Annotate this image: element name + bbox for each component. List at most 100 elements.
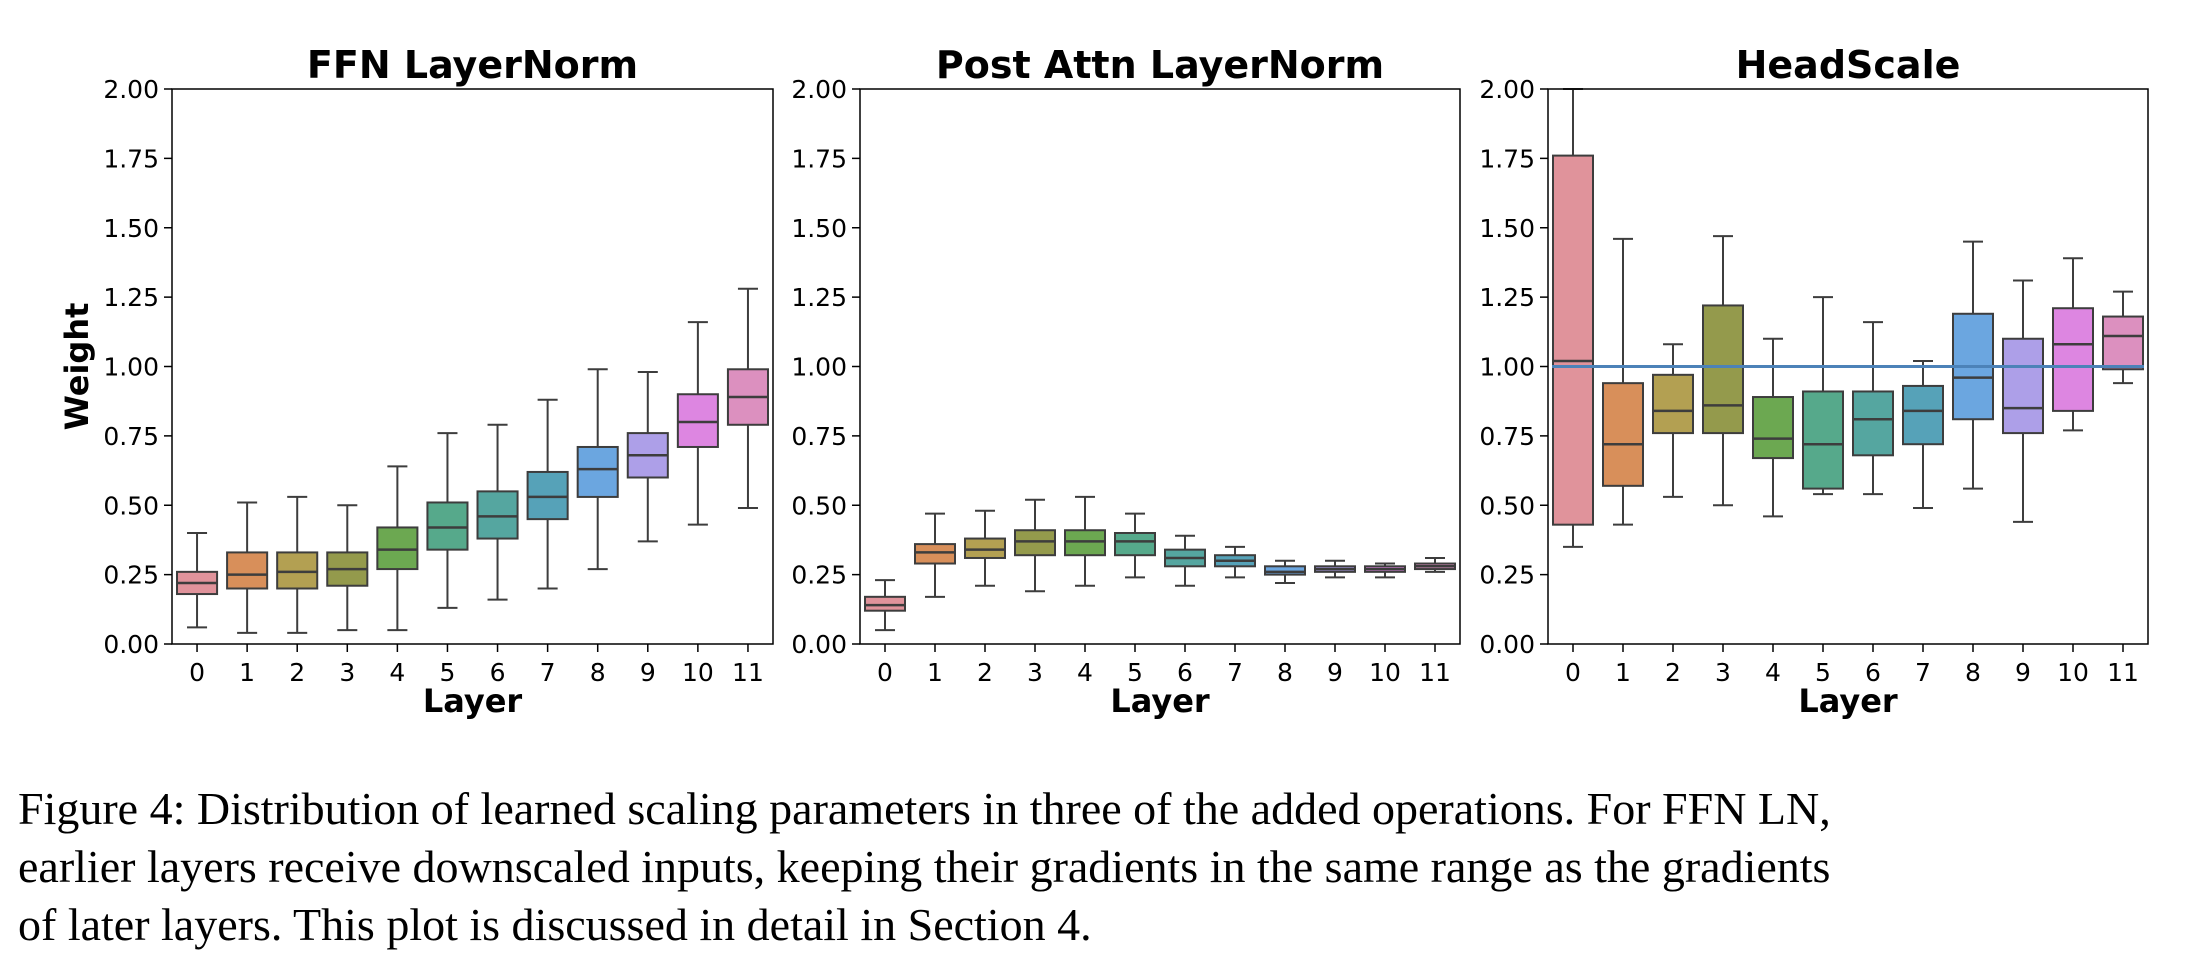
box-iqr — [1752, 396, 1794, 460]
box-layer-6 — [1852, 321, 1894, 496]
box-iqr — [1264, 565, 1306, 576]
box-iqr — [1852, 390, 1894, 457]
x-tick-label: 4 — [1077, 658, 1093, 687]
y-tick-label: 1.00 — [791, 353, 847, 382]
y-tick-label: 1.50 — [103, 214, 159, 243]
x-tick-label: 11 — [732, 658, 764, 687]
caption-line-1: Figure 4: Distribution of learned scalin… — [18, 783, 1831, 834]
box-layer-3 — [1014, 498, 1056, 593]
box-layer-0 — [1552, 88, 1594, 548]
x-tick-label: 3 — [1027, 658, 1043, 687]
x-tick-label: 1 — [239, 658, 255, 687]
y-tick-label: 1.75 — [1479, 144, 1535, 173]
x-tick-label: 6 — [490, 658, 506, 687]
x-tick-label: 1 — [1615, 658, 1631, 687]
box-layer-9 — [2002, 279, 2044, 523]
box-layer-7 — [1902, 359, 1944, 510]
x-tick-label: 6 — [1177, 658, 1193, 687]
panel-2: Post Attn LayerNorm 0.00 0.25 0.50 0.75 1.00 1… — [791, 43, 1461, 720]
box-layer-6 — [1164, 534, 1206, 587]
x-tick-label: 8 — [1277, 658, 1293, 687]
caption-line-3: of later layers. This plot is discussed … — [18, 899, 1092, 950]
box-iqr — [914, 543, 956, 565]
x-tick-label: 2 — [1665, 658, 1681, 687]
x-tick-label: 3 — [1715, 658, 1731, 687]
box-iqr — [476, 490, 519, 540]
y-tick-label: 1.75 — [791, 144, 847, 173]
y-tick-label: 1.25 — [791, 283, 847, 312]
box-iqr — [276, 551, 319, 590]
x-tick-label: 9 — [1327, 658, 1343, 687]
box-iqr — [1802, 390, 1844, 490]
box-layer-10 — [676, 321, 719, 526]
y-tick-label: 0.25 — [1479, 561, 1535, 590]
x-tick-label: 8 — [1965, 658, 1981, 687]
x-axis-label: Layer — [1110, 682, 1210, 720]
y-tick-label: 1.00 — [1479, 353, 1535, 382]
box-layer-1 — [1602, 237, 1644, 526]
box-layer-3 — [1702, 235, 1744, 507]
box-iqr — [226, 551, 269, 590]
y-axis-label: Weight — [58, 303, 96, 431]
box-layer-0 — [176, 532, 219, 629]
x-tick-label: 11 — [1419, 658, 1451, 687]
box-layer-4 — [1752, 337, 1794, 518]
x-tick-label: 6 — [1865, 658, 1881, 687]
box-iqr — [576, 445, 619, 498]
x-tick-label: 5 — [1815, 658, 1831, 687]
box-layer-5 — [1114, 512, 1156, 579]
y-tick-label: 0.50 — [1479, 491, 1535, 520]
box-layer-5 — [1802, 296, 1844, 496]
box-iqr — [1014, 529, 1056, 557]
figure-panels: FFN LayerNorm 0.00 0.25 0.50 0.75 1.00 1.25 1.5… — [58, 43, 2149, 720]
box-layer-2 — [276, 495, 319, 634]
y-tick-label: 0.50 — [791, 491, 847, 520]
box-layer-11 — [1414, 556, 1456, 573]
box-iqr — [1602, 382, 1644, 487]
x-tick-label: 8 — [590, 658, 606, 687]
panel-1: FFN LayerNorm 0.00 0.25 0.50 0.75 1.00 1.25 1.5… — [58, 43, 774, 720]
x-tick-label: 10 — [2057, 658, 2089, 687]
x-tick-label: 5 — [1127, 658, 1143, 687]
x-tick-label: 5 — [440, 658, 456, 687]
x-tick-label: 10 — [1369, 658, 1401, 687]
box-iqr — [1114, 532, 1156, 557]
y-tick-label: 1.50 — [1479, 214, 1535, 243]
x-tick-label: 2 — [289, 658, 305, 687]
y-tick-label: 1.75 — [103, 144, 159, 173]
panel-3: HeadScale 0.00 0.25 0.50 0.75 1.00 1.25 1.50 1.7… — [1479, 43, 2149, 720]
box-iqr — [2052, 307, 2094, 412]
y-tick-label: 0.00 — [1479, 630, 1535, 659]
y-tick-label: 0.25 — [103, 561, 159, 590]
figure-caption: Figure 4: Distribution of learned scalin… — [18, 780, 2198, 954]
y-tick-label: 0.25 — [791, 561, 847, 590]
box-iqr — [526, 470, 569, 521]
box-layer-0 — [864, 579, 906, 632]
box-iqr — [964, 537, 1006, 559]
box-iqr — [376, 526, 419, 571]
x-tick-label: 11 — [2107, 658, 2139, 687]
box-iqr — [426, 501, 469, 551]
box-layer-1 — [226, 501, 269, 634]
box-layer-11 — [726, 287, 769, 510]
y-tick-label: 1.50 — [791, 214, 847, 243]
caption-line-2: earlier layers receive downscaled inputs… — [18, 841, 1831, 892]
box-layer-8 — [1264, 559, 1306, 584]
x-axis-label: Layer — [1798, 682, 1898, 720]
box-iqr — [676, 393, 719, 448]
plot-frame — [171, 88, 774, 645]
y-tick-label: 1.00 — [103, 353, 159, 382]
box-layer-3 — [326, 504, 369, 632]
x-axis-label: Layer — [423, 682, 523, 720]
box-iqr — [1552, 154, 1594, 526]
box-layer-8 — [576, 368, 619, 571]
plot-frame — [1547, 88, 2149, 645]
x-tick-label: 0 — [189, 658, 205, 687]
box-layer-6 — [476, 423, 519, 601]
box-layer-2 — [1652, 343, 1694, 498]
box-layer-5 — [426, 432, 469, 609]
y-tick-label: 0.00 — [103, 630, 159, 659]
y-tick-label: 0.75 — [1479, 422, 1535, 451]
box-layer-9 — [1314, 559, 1356, 579]
y-tick-label: 0.50 — [103, 491, 159, 520]
